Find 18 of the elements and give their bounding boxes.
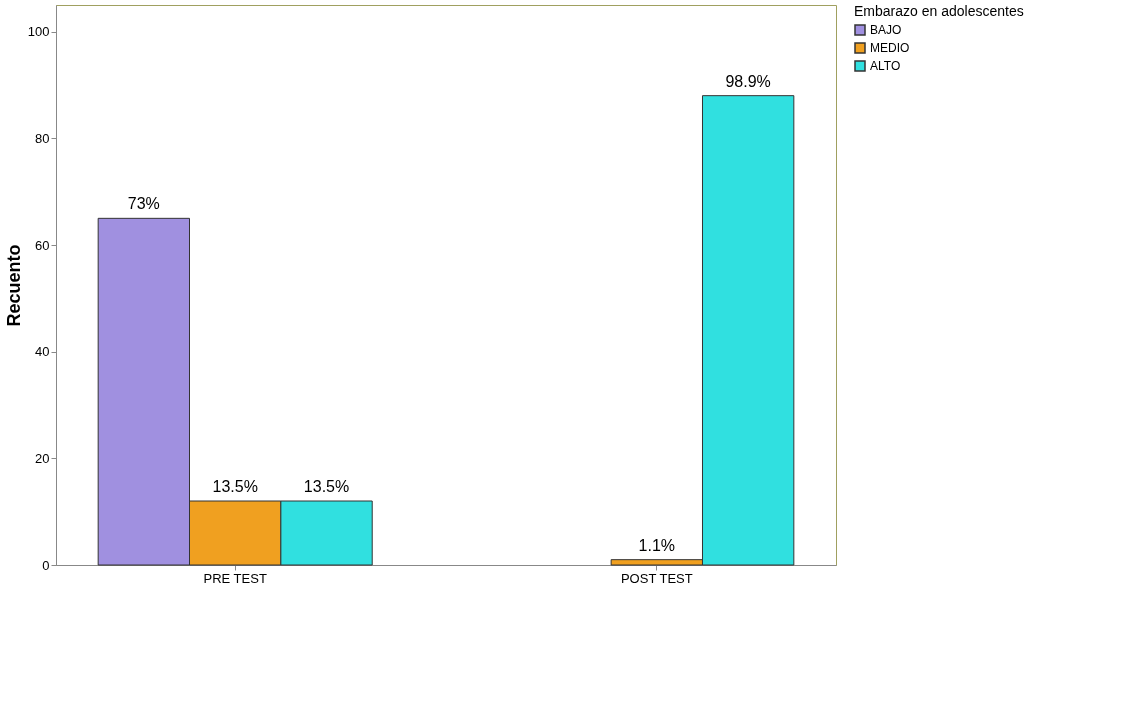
y-tick-label: 20: [35, 450, 50, 466]
x-tick-label: PRE TEST: [203, 570, 267, 586]
y-tick-label: 80: [35, 130, 50, 146]
legend-title: Embarazo en adolescentes: [854, 3, 1024, 19]
annotation: 1.1%: [638, 536, 676, 554]
annotation: 73%: [127, 195, 160, 213]
y-tick-label: 100: [27, 24, 50, 40]
legend-label: MEDIO: [870, 41, 910, 55]
legend-label: ALTO: [870, 59, 901, 73]
y-axis-title: Recuento: [3, 244, 24, 327]
y-tick-label: 60: [35, 237, 50, 253]
annotation: 98.9%: [725, 72, 771, 90]
y-tick-label: 40: [35, 344, 50, 360]
annotation: 13.5%: [212, 478, 258, 495]
legend-label: BAJO: [870, 23, 902, 37]
annotation: 13.5%: [303, 478, 350, 495]
x-tick-label: POST TEST: [620, 570, 693, 586]
y-tick-label: 0: [42, 557, 50, 573]
